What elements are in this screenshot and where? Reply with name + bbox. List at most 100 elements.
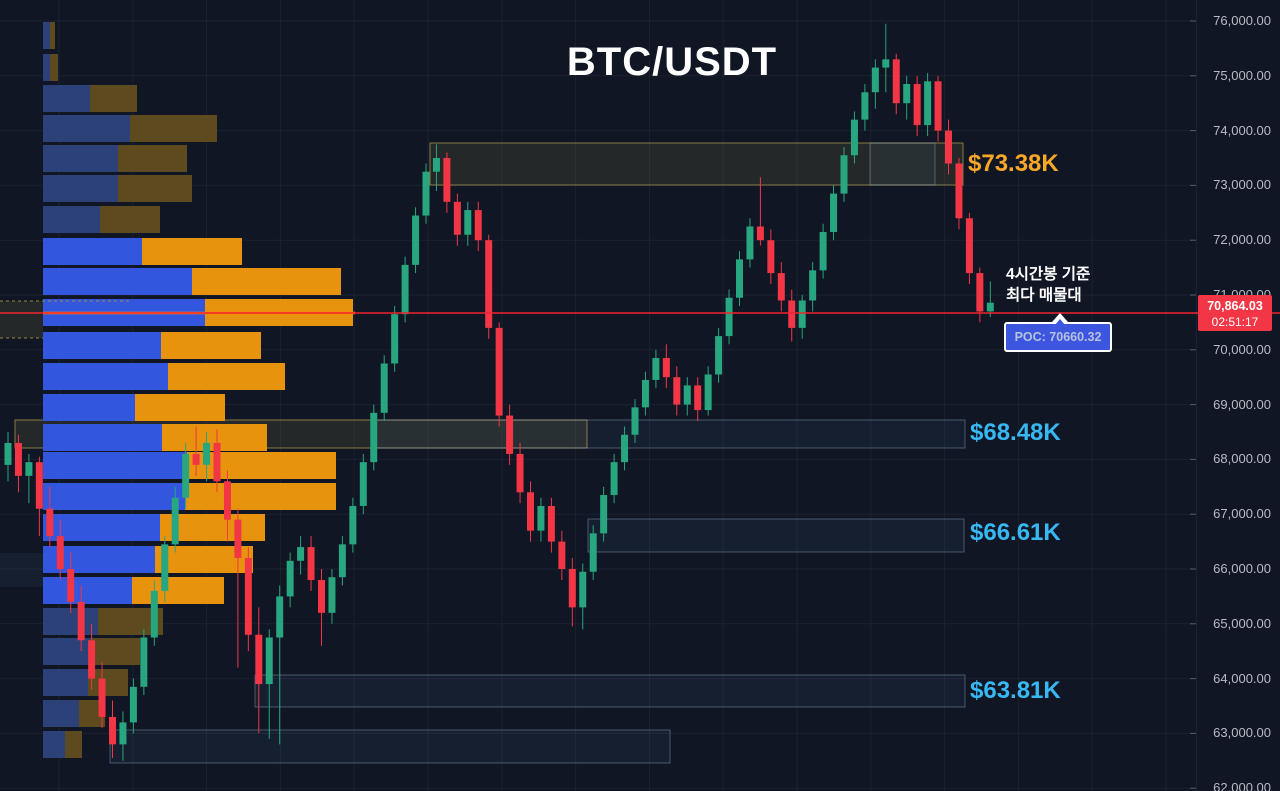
left-edge-zone (0, 301, 43, 338)
supply-demand-zone (109, 729, 671, 764)
candle-body (67, 569, 75, 602)
candle-body (359, 462, 367, 506)
candle-body (777, 273, 785, 301)
supply-demand-zone (254, 674, 966, 708)
candle-body (401, 264, 409, 315)
candle-body (161, 544, 169, 591)
candle-body (516, 453, 524, 493)
price-axis-label: 74,000.00 (1213, 122, 1271, 138)
volume-profile-buy-bar (43, 22, 50, 49)
tooltip-pointer-icon (1055, 319, 1065, 325)
price-axis-label: 72,000.00 (1213, 232, 1271, 248)
volume-profile-buy-bar (43, 206, 100, 233)
candle-body (98, 678, 106, 717)
candle-body (380, 363, 388, 413)
candle-body (88, 640, 96, 679)
volume-profile-sell-bar (50, 54, 58, 81)
candle-body (641, 379, 649, 408)
candle-body (109, 716, 116, 745)
candle-body (756, 226, 764, 241)
candle-body (255, 634, 263, 685)
volume-profile-buy-bar (43, 700, 79, 727)
candle-body (871, 67, 879, 93)
candle-body (610, 462, 618, 496)
volume-profile-buy-bar (43, 424, 162, 451)
candle-body (715, 336, 723, 375)
volume-profile-buy-bar (43, 54, 50, 81)
price-axis-label: 69,000.00 (1213, 396, 1271, 412)
candle-body (913, 84, 921, 126)
zone-price-label: $66.61K (970, 519, 1061, 546)
candle-body (464, 210, 472, 235)
candle-body (14, 442, 22, 476)
poc-tooltip[interactable]: POC: 70660.32 (1004, 313, 1112, 352)
candle-body (725, 297, 733, 337)
poc-tooltip-text: POC: 70660.32 (1014, 330, 1102, 344)
volume-profile-buy-bar (43, 175, 118, 202)
candle-body (203, 442, 211, 465)
candle-body (443, 158, 451, 202)
candle-body (4, 442, 12, 465)
volume-profile-sell-bar (135, 394, 225, 421)
candle-body (568, 569, 576, 608)
volume-profile-buy-bar (43, 363, 168, 390)
supply-demand-zone (869, 142, 936, 186)
volume-profile-buy-bar (43, 85, 90, 112)
candle-body (422, 171, 430, 216)
tooltip-pointer-icon (1052, 313, 1068, 322)
supply-demand-zone (371, 419, 966, 449)
zone-price-label: $63.81K (970, 677, 1061, 704)
price-axis-label: 73,000.00 (1213, 177, 1271, 193)
candle-body (150, 590, 158, 638)
annotation-text: 4시간봉 기준 최다 매물대 (1006, 264, 1090, 306)
candle-body (934, 81, 942, 131)
candle-body (307, 547, 315, 580)
candle-body (370, 412, 378, 463)
annotation-line1: 4시간봉 기준 (1006, 266, 1091, 283)
volume-profile-sell-bar (192, 268, 341, 295)
candle-body (589, 533, 597, 572)
volume-profile-sell-bar (65, 731, 82, 758)
candle-body (119, 722, 127, 745)
volume-profile-sell-bar (168, 363, 285, 390)
candle-body (474, 210, 482, 241)
volume-profile-sell-bar (91, 638, 140, 665)
candle-body (558, 541, 566, 569)
candle-body (453, 201, 461, 235)
candle-body (328, 577, 336, 613)
candle-body (673, 377, 681, 405)
volume-profile-buy-bar (43, 115, 130, 142)
candle-body (547, 505, 555, 542)
last-price-label: 70,864.03 02:51:17 (1198, 295, 1272, 331)
candle-body (945, 130, 952, 164)
volume-profile-buy-bar (43, 483, 185, 510)
candle-body (767, 240, 775, 274)
candle-body (25, 462, 33, 476)
volume-profile-sell-bar (118, 175, 192, 202)
candle-body (234, 519, 242, 559)
candle-body (840, 155, 848, 194)
price-axis-label: 65,000.00 (1213, 615, 1271, 631)
volume-profile-sell-bar (50, 22, 55, 49)
candle-body (129, 686, 137, 723)
price-axis[interactable]: 70,864.03 02:51:17 76,000.00 75,000.00 74,… (1196, 0, 1280, 791)
price-axis-label: 75,000.00 (1213, 67, 1271, 83)
candle-body (736, 259, 743, 298)
left-edge-zone (0, 553, 43, 587)
volume-profile-sell-bar (132, 577, 224, 604)
candle-body (694, 385, 702, 411)
zone-price-label: $73.38K (968, 150, 1059, 177)
candle-body (809, 270, 817, 301)
candle-body (976, 273, 984, 312)
candle-body (830, 193, 838, 232)
candle-body (850, 119, 858, 156)
price-axis-label: 66,000.00 (1213, 561, 1271, 576)
candle-body (788, 300, 796, 328)
zone-price-label: $68.48K (970, 419, 1061, 446)
candle-body (955, 163, 963, 219)
candle-body (537, 505, 545, 531)
volume-profile-buy-bar (43, 452, 187, 479)
candle-body (276, 596, 284, 638)
candle-body (46, 508, 54, 537)
